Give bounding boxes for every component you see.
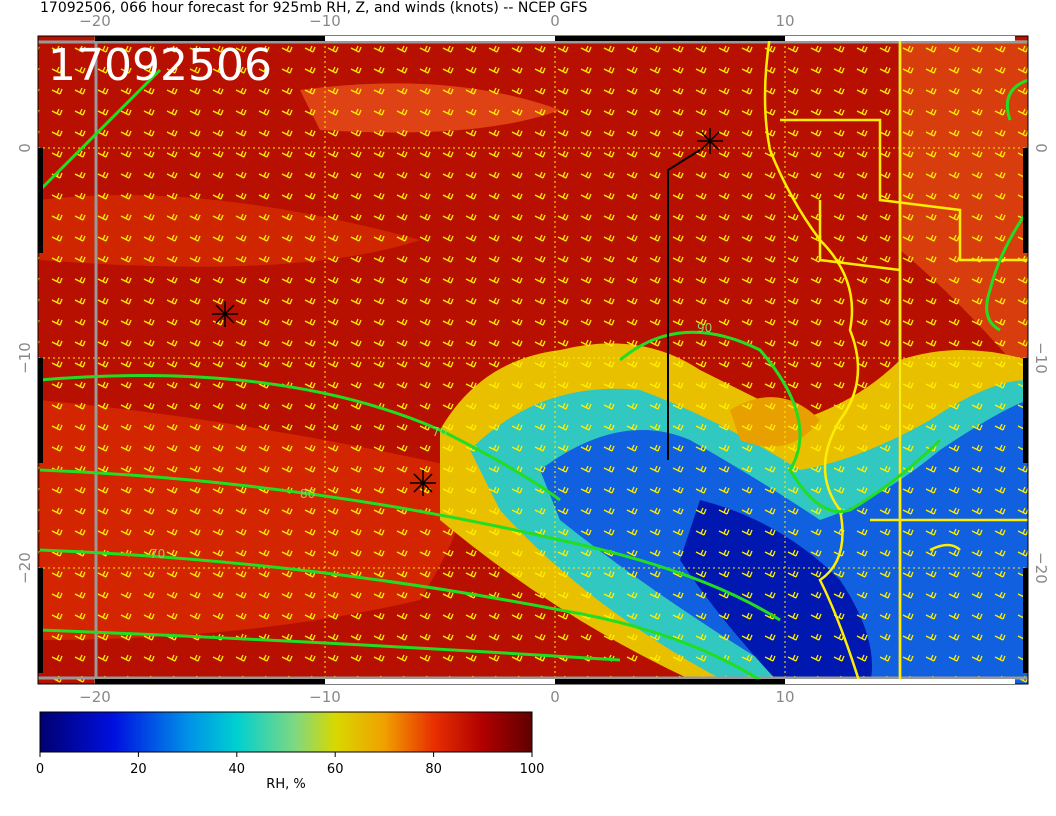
stamp: 17092506 [48,40,272,91]
colorbar-tick-label: 20 [130,762,147,777]
tick-mark [1023,148,1028,253]
y-tick-label: −10 [1032,342,1050,374]
tick-mark [1023,358,1028,463]
tick-mark [785,36,1015,41]
tick-mark [555,36,785,41]
x-tick-label: −20 [79,12,111,30]
map: 90 70 80 70 17092506 [38,36,1028,684]
contour-label: 90 [697,321,712,335]
x-tick-label: −10 [309,12,341,30]
contour-label: 80 [300,487,315,501]
y-tick-label: −10 [16,342,34,374]
colorbar-tick-label: 100 [520,762,545,777]
colorbar-tick-label: 0 [36,762,44,777]
tick-mark [95,679,325,684]
colorbar [39,711,533,753]
x-tick-label: 10 [775,688,794,706]
y-tick-label: −20 [1032,552,1050,584]
title: 17092506, 066 hour forecast for 925mb RH… [40,0,587,16]
tick-mark [95,36,325,41]
tick-mark [325,36,555,41]
tick-mark [38,148,43,253]
x-tick-label: −20 [79,688,111,706]
tick-mark [38,568,43,673]
x-tick-label: 0 [550,688,560,706]
x-tick-label: 0 [550,12,560,30]
colorbar-tick-label: 40 [229,762,246,777]
contour-label: 70 [432,425,447,439]
y-tick-label: 0 [1032,143,1050,153]
tick-mark [325,679,555,684]
tick-mark [1023,568,1028,673]
tick-mark [38,358,43,463]
y-tick-label: 0 [16,143,34,153]
colorbar-tick-label: 60 [327,762,344,777]
tick-mark [785,679,1015,684]
x-tick-label: −10 [309,688,341,706]
colorbar-tick-label: 80 [425,762,442,777]
tick-mark [555,679,785,684]
x-tick-label: 10 [775,12,794,30]
contour-label: 70 [150,547,165,561]
colorbar-label: RH, % [266,777,305,792]
y-tick-label: −20 [16,552,34,584]
